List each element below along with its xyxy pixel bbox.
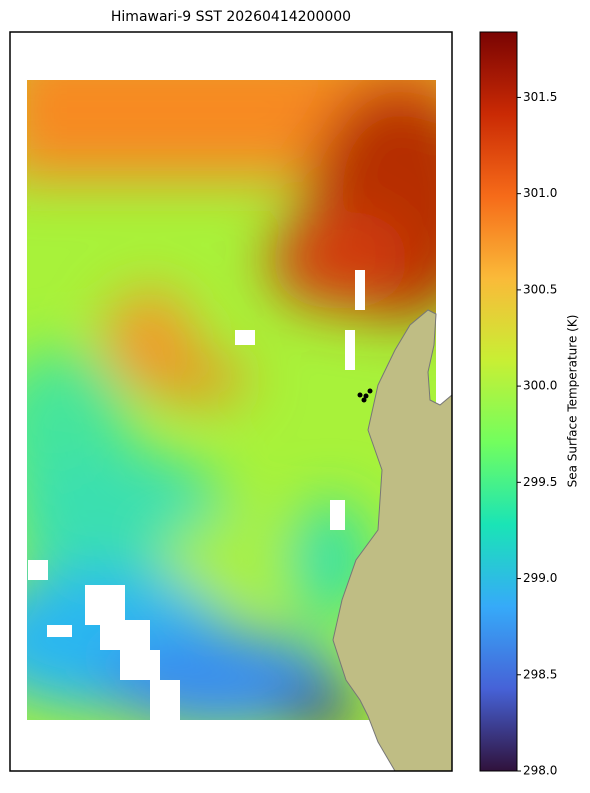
- markers: [357, 388, 373, 403]
- colorbar-label: Sea Surface Temperature (K): [566, 315, 580, 488]
- colorbar-tick-label: 300.0: [523, 379, 557, 393]
- map-frame: [9, 31, 453, 772]
- map-title: Himawari-9 SST 20260414200000: [111, 9, 351, 25]
- colorbar-tick-label: 299.5: [523, 475, 557, 489]
- land: [332, 309, 453, 772]
- colorbar-tick-label: 299.0: [523, 571, 557, 585]
- sst-field: [27, 80, 436, 720]
- colorbar-tick-label: 301.5: [523, 90, 557, 104]
- colorbar: [479, 31, 518, 772]
- colorbar-tick-label: 298.0: [523, 764, 557, 778]
- colorbar-tick-label: 301.0: [523, 186, 557, 200]
- colorbar-tick-label: 298.5: [523, 667, 557, 681]
- colorbar-tick-label: 300.5: [523, 282, 557, 296]
